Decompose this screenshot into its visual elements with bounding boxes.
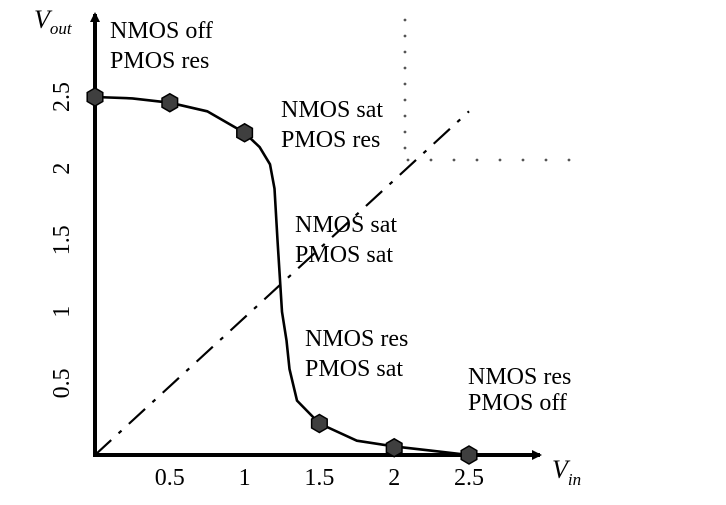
guide-dot bbox=[403, 66, 407, 70]
y-tick-label: 0.5 bbox=[49, 368, 75, 398]
region-label-res-off: NMOS res PMOS off bbox=[468, 364, 571, 416]
curve-markers bbox=[86, 87, 478, 465]
guide-dot bbox=[403, 114, 407, 118]
y-axis-title: Vout bbox=[34, 5, 73, 38]
y-tick-labels: 0.5 1 1.5 2 2.5 bbox=[49, 82, 75, 398]
guide-dot bbox=[567, 158, 571, 162]
x-tick-label: 2 bbox=[388, 465, 400, 491]
region-label-res-sat: NMOS res PMOS sat bbox=[305, 326, 408, 382]
guide-dot bbox=[403, 130, 407, 134]
guide-dot bbox=[403, 34, 407, 38]
guide-dot bbox=[403, 146, 407, 150]
annotation-line: NMOS sat bbox=[281, 97, 383, 123]
curve-marker bbox=[385, 437, 403, 458]
y-tick-label: 1.5 bbox=[49, 225, 75, 255]
x-tick-label: 0.5 bbox=[155, 465, 185, 491]
region-label-sat-res: NMOS sat PMOS res bbox=[281, 97, 383, 153]
guide-dot bbox=[403, 82, 407, 86]
annotation-line: PMOS res bbox=[281, 127, 380, 153]
guide-dot bbox=[498, 158, 502, 162]
x-tick-label: 1.5 bbox=[304, 465, 334, 491]
guide-dot bbox=[406, 158, 410, 162]
x-tick-label: 2.5 bbox=[454, 465, 484, 491]
reference-line bbox=[94, 110, 470, 456]
guide-dot bbox=[544, 158, 548, 162]
curve-marker bbox=[236, 122, 254, 143]
y-tick-label: 2 bbox=[49, 163, 75, 175]
guide-dot bbox=[403, 18, 407, 22]
reference-line-group bbox=[94, 110, 470, 456]
annotation-line: PMOS res bbox=[110, 48, 209, 74]
guide-dot bbox=[429, 158, 433, 162]
region-label-sat-sat: NMOS sat PMOS sat bbox=[295, 212, 397, 268]
annotation-line: NMOS res bbox=[305, 326, 408, 352]
x-axis-title: Vin bbox=[552, 455, 581, 489]
annotation-line: NMOS off bbox=[110, 18, 213, 44]
annotation-line: NMOS res bbox=[468, 364, 571, 390]
region-guide-dots bbox=[403, 18, 571, 162]
annotation-line: PMOS sat bbox=[295, 242, 393, 268]
region-label-off-res: NMOS off PMOS res bbox=[110, 18, 213, 74]
curve-marker bbox=[161, 92, 179, 113]
y-tick-label: 2.5 bbox=[49, 82, 75, 112]
x-tick-label: 1 bbox=[239, 465, 251, 491]
annotation-line: NMOS sat bbox=[295, 212, 397, 238]
guide-dot bbox=[403, 98, 407, 102]
transfer-curve bbox=[94, 95, 470, 457]
guide-dot bbox=[475, 158, 479, 162]
guide-dot bbox=[403, 50, 407, 54]
curve-marker bbox=[310, 413, 328, 434]
annotation-line: PMOS sat bbox=[305, 356, 403, 382]
curve-marker bbox=[460, 445, 478, 465]
curve-marker bbox=[86, 87, 104, 107]
guide-dot bbox=[452, 158, 456, 162]
guide-dot bbox=[521, 158, 525, 162]
annotation-line: PMOS off bbox=[468, 390, 567, 416]
x-tick-labels: 0.5 1 1.5 2 2.5 bbox=[155, 465, 484, 491]
y-tick-label: 1 bbox=[49, 306, 75, 318]
